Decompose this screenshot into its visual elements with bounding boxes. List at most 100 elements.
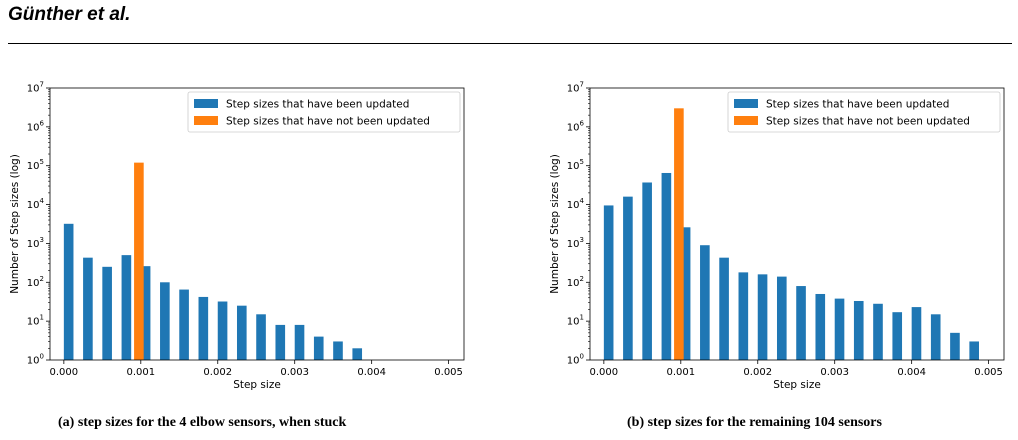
header-title: Günther et al.: [8, 4, 131, 25]
y-tick-label: 106: [567, 119, 585, 133]
bar-updated: [969, 341, 979, 360]
bar-updated: [256, 314, 266, 360]
legend: Step sizes that have been updated Step si…: [727, 91, 1001, 133]
y-axis-label: Number of Step sizes (log): [9, 154, 21, 294]
bar-updated: [198, 296, 209, 360]
plot-frame: [589, 87, 1005, 361]
y-tick-exponent: 0: [40, 353, 44, 361]
bar-not-updated: [134, 162, 144, 360]
y-tick-exponent: 2: [40, 275, 44, 283]
y-tick-label: 102: [27, 275, 44, 289]
y-tick-label: 102: [567, 275, 584, 289]
legend-box: [187, 91, 461, 133]
y-tick-label: 100: [27, 353, 44, 367]
bar-updated: [815, 293, 826, 360]
caption-b: (b) step sizes for the remaining 104 sen…: [627, 415, 882, 430]
bar-updated: [313, 336, 324, 360]
y-tick-exponent: 3: [580, 236, 584, 244]
y-tick-exponent: 0: [580, 353, 584, 361]
y-tick-label: 101: [27, 314, 44, 328]
axes-group: 0.000 0.001 0.002 0.003 0.004 0.0051001011021…: [9, 81, 465, 391]
x-axis-label: Step size: [233, 379, 281, 391]
y-tick-label: 103: [27, 236, 44, 250]
bar-updated: [352, 348, 363, 360]
bar-updated: [217, 301, 228, 360]
bar-updated: [140, 266, 151, 360]
legend-swatch: [734, 116, 758, 125]
y-tick-label: 105: [567, 158, 584, 172]
header-rule: [8, 43, 1012, 44]
y-tick-exponent: 4: [40, 197, 45, 205]
x-axis-label: Step size: [773, 379, 821, 391]
bar-updated: [294, 324, 305, 360]
bar-updated: [160, 282, 170, 360]
y-tick-label: 104: [567, 197, 585, 211]
y-tick-label: 100: [567, 353, 584, 367]
legend-box: [727, 91, 1001, 133]
y-tick-exponent: 6: [580, 119, 585, 127]
x-tick-label: 0.001: [126, 367, 155, 378]
x-tick-label: 0.004: [357, 367, 386, 378]
y-tick-label: 107: [27, 81, 44, 95]
y-axis-label: Number of Step sizes (log): [549, 154, 561, 294]
bar-updated: [102, 266, 112, 360]
bar-updated: [83, 257, 93, 360]
x-tick-label: 0.004: [897, 367, 926, 378]
bar-updated: [950, 332, 960, 360]
y-tick-exponent: 1: [40, 314, 44, 322]
y-tick-exponent: 7: [40, 81, 44, 89]
axes-group: 0.000 0.001 0.002 0.003 0.004 0.0051001011021…: [549, 81, 1005, 391]
y-tick-exponent: 7: [580, 81, 584, 89]
y-tick-exponent: 3: [40, 236, 44, 244]
legend-swatch: [194, 99, 218, 108]
y-tick-exponent: 1: [580, 314, 584, 322]
bar-updated: [930, 314, 941, 360]
bar-updated: [796, 286, 806, 360]
bar-updated: [121, 255, 132, 360]
plot-frame: [49, 87, 465, 361]
legend-label: Step sizes that have been updated: [766, 99, 949, 111]
bar-updated: [275, 324, 286, 360]
y-tick-label: 105: [27, 158, 44, 172]
bar-updated: [179, 289, 189, 360]
x-tick-label: 0.000: [50, 367, 79, 378]
y-tick-label: 106: [27, 119, 45, 133]
bar-updated: [853, 300, 864, 360]
legend-label: Step sizes that have not been updated: [766, 116, 970, 128]
bar-updated: [642, 182, 652, 360]
bar-updated: [63, 223, 74, 360]
bar-updated: [892, 312, 903, 360]
x-tick-label: 0.001: [666, 367, 695, 378]
legend-label: Step sizes that have not been updated: [226, 116, 430, 128]
bar-updated: [719, 257, 729, 360]
y-tick-label: 103: [567, 236, 584, 250]
y-tick-exponent: 2: [580, 275, 584, 283]
bar-updated: [236, 305, 247, 360]
bar-updated: [834, 298, 845, 360]
legend-label: Step sizes that have been updated: [226, 99, 409, 111]
y-tick-label: 104: [27, 197, 45, 211]
y-tick-exponent: 5: [40, 158, 44, 166]
legend-swatch: [734, 99, 758, 108]
bar-not-updated: [674, 108, 684, 360]
bar-updated: [623, 196, 633, 360]
x-tick-label: 0.005: [434, 367, 463, 378]
x-tick-label: 0.003: [280, 367, 309, 378]
x-tick-label: 0.002: [203, 367, 232, 378]
y-tick-exponent: 4: [580, 197, 585, 205]
bar-updated: [776, 276, 787, 360]
legend-swatch: [194, 116, 218, 125]
bar-updated: [603, 205, 614, 360]
y-tick-label: 107: [567, 81, 584, 95]
y-tick-exponent: 5: [580, 158, 584, 166]
bar-updated: [333, 341, 343, 360]
bar-updated: [680, 227, 691, 360]
chart-a: 0.000 0.001 0.002 0.003 0.004 0.0051001011021…: [9, 81, 465, 391]
y-tick-label: 101: [567, 314, 584, 328]
chart-b: 0.000 0.001 0.002 0.003 0.004 0.0051001011021…: [549, 81, 1005, 391]
x-tick-label: 0.002: [743, 367, 772, 378]
bar-updated: [661, 172, 672, 360]
legend: Step sizes that have been updated Step si…: [187, 91, 461, 133]
y-tick-exponent: 6: [40, 119, 45, 127]
bar-updated: [911, 307, 922, 360]
